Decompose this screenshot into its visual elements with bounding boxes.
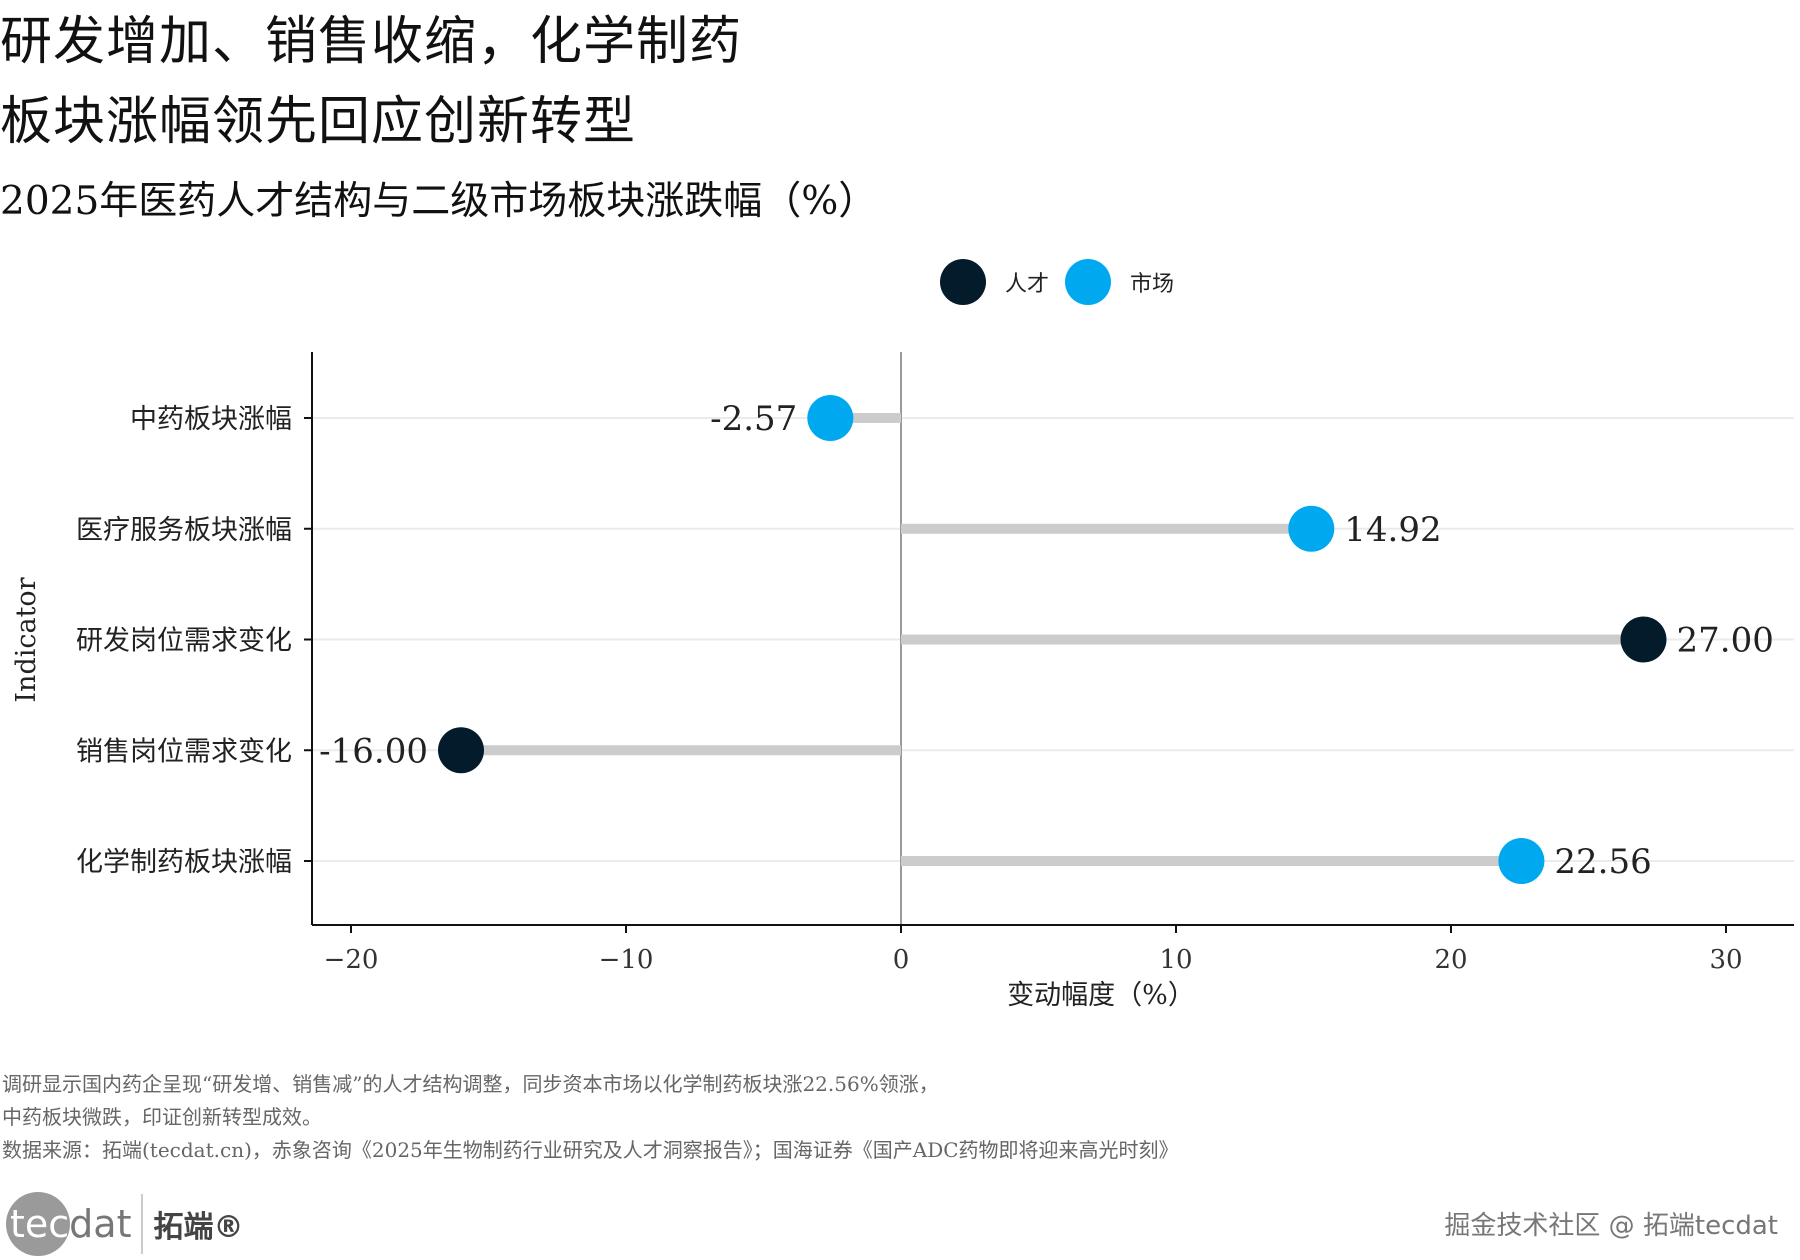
legend: 人才 市场	[940, 259, 1174, 305]
lollipop-dot	[1288, 505, 1335, 552]
logo-text-b: dat	[69, 1202, 132, 1246]
x-tick-label: −10	[599, 945, 654, 975]
data-label: 22.56	[1554, 842, 1651, 882]
x-axis-label: 变动幅度（%）	[1007, 980, 1195, 1011]
watermark: 掘金技术社区 @ 拓端tecdat	[1444, 1211, 1778, 1241]
footer-note-line2: 中药板块微跌，印证创新转型成效。	[2, 1105, 322, 1129]
footer-note-line1: 调研显示国内药企呈现“研发增、销售减”的人才结构调整，同步资本市场以化学制药板块…	[2, 1072, 939, 1096]
tecdat-logo: tecdat 拓端®	[6, 1192, 243, 1256]
y-tick-label: 化学制药板块涨幅	[76, 847, 292, 878]
y-tick-label: 医疗服务板块涨幅	[76, 515, 292, 546]
chart-title-line1: 研发增加、销售收缩，化学制药	[0, 12, 743, 72]
x-tick-label: 10	[1159, 945, 1192, 975]
data-label: 27.00	[1677, 621, 1774, 661]
legend-marker-0	[940, 259, 986, 305]
data-label: 14.92	[1344, 510, 1441, 550]
lollipop-dot	[438, 727, 484, 774]
chart-marks: -2.57 14.92 27.00 -16.00 22.56	[319, 395, 1774, 884]
data-label: -2.57	[710, 399, 797, 439]
legend-label-0: 人才	[1005, 272, 1049, 297]
y-tick-label: 销售岗位需求变化	[76, 736, 292, 767]
y-tick-label: 研发岗位需求变化	[76, 626, 292, 657]
x-tick-label: 20	[1434, 945, 1467, 975]
logo-circle-icon	[6, 1192, 70, 1256]
lollipop-dot	[1620, 616, 1667, 663]
chart-subtitle: 2025年医药人才结构与二级市场板块涨跌幅（%）	[0, 179, 878, 224]
y-axis-label: Indicator	[11, 577, 42, 702]
footer-source: 数据来源：拓端(tecdat.cn)，赤象咨询《2025年生物制药行业研究及人才…	[2, 1138, 1179, 1162]
chart-title-line2: 板块涨幅领先回应创新转型	[0, 92, 637, 152]
legend-marker-1	[1065, 259, 1111, 305]
logo-divider	[141, 1194, 144, 1254]
x-tick-label: 0	[893, 945, 910, 975]
x-tick-label: 30	[1709, 945, 1742, 975]
logo-text-a: tec	[10, 1202, 70, 1246]
x-ticks: −20 −10 0 10 20 30	[324, 925, 1743, 975]
legend-label-1: 市场	[1130, 272, 1174, 297]
lollipop-dot	[807, 395, 854, 441]
logo-cn: 拓端®	[153, 1210, 244, 1245]
data-label: -16.00	[319, 731, 428, 771]
y-tick-label: 中药板块涨幅	[130, 404, 292, 435]
x-tick-label: −20	[324, 945, 379, 975]
lollipop-dot	[1498, 838, 1545, 884]
